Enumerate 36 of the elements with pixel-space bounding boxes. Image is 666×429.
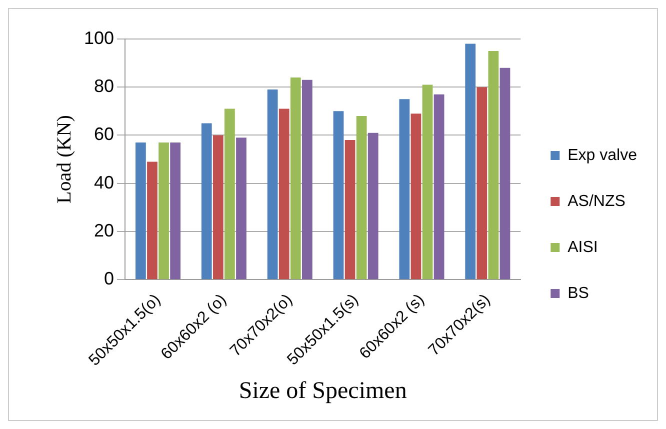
y-tick-label: 40 <box>94 172 114 192</box>
legend-label: BS <box>568 284 589 302</box>
bar <box>302 80 312 280</box>
bar <box>212 135 224 280</box>
bar <box>410 114 422 280</box>
legend-label: Exp valve <box>568 146 638 164</box>
bar <box>170 142 180 280</box>
legend-label: AS/NZS <box>568 192 626 210</box>
bar <box>136 142 146 280</box>
bar <box>500 68 510 280</box>
y-tick-label: 20 <box>94 220 114 240</box>
bar <box>356 116 367 280</box>
y-axis-title: Load (KN) <box>53 115 76 204</box>
legend-label: AISI <box>568 238 598 256</box>
bar <box>465 44 476 280</box>
x-axis-title: Size of Specimen <box>238 378 407 404</box>
y-tick-label: 60 <box>94 124 114 144</box>
bar <box>344 140 356 280</box>
y-tick-label: 100 <box>84 28 114 48</box>
bar <box>434 94 444 280</box>
bar <box>333 111 344 280</box>
bar <box>422 84 433 280</box>
bar <box>488 51 499 280</box>
bar <box>290 77 301 280</box>
bar <box>147 162 158 280</box>
bar <box>399 99 410 280</box>
bar <box>278 108 290 280</box>
bar <box>201 123 212 280</box>
bar <box>236 138 246 280</box>
y-tick-label: 80 <box>94 76 114 96</box>
bar <box>476 87 488 280</box>
bar <box>267 90 278 280</box>
y-tick-label: 0 <box>104 268 114 289</box>
bar <box>224 108 235 280</box>
bar <box>158 142 169 280</box>
bar <box>368 132 378 280</box>
